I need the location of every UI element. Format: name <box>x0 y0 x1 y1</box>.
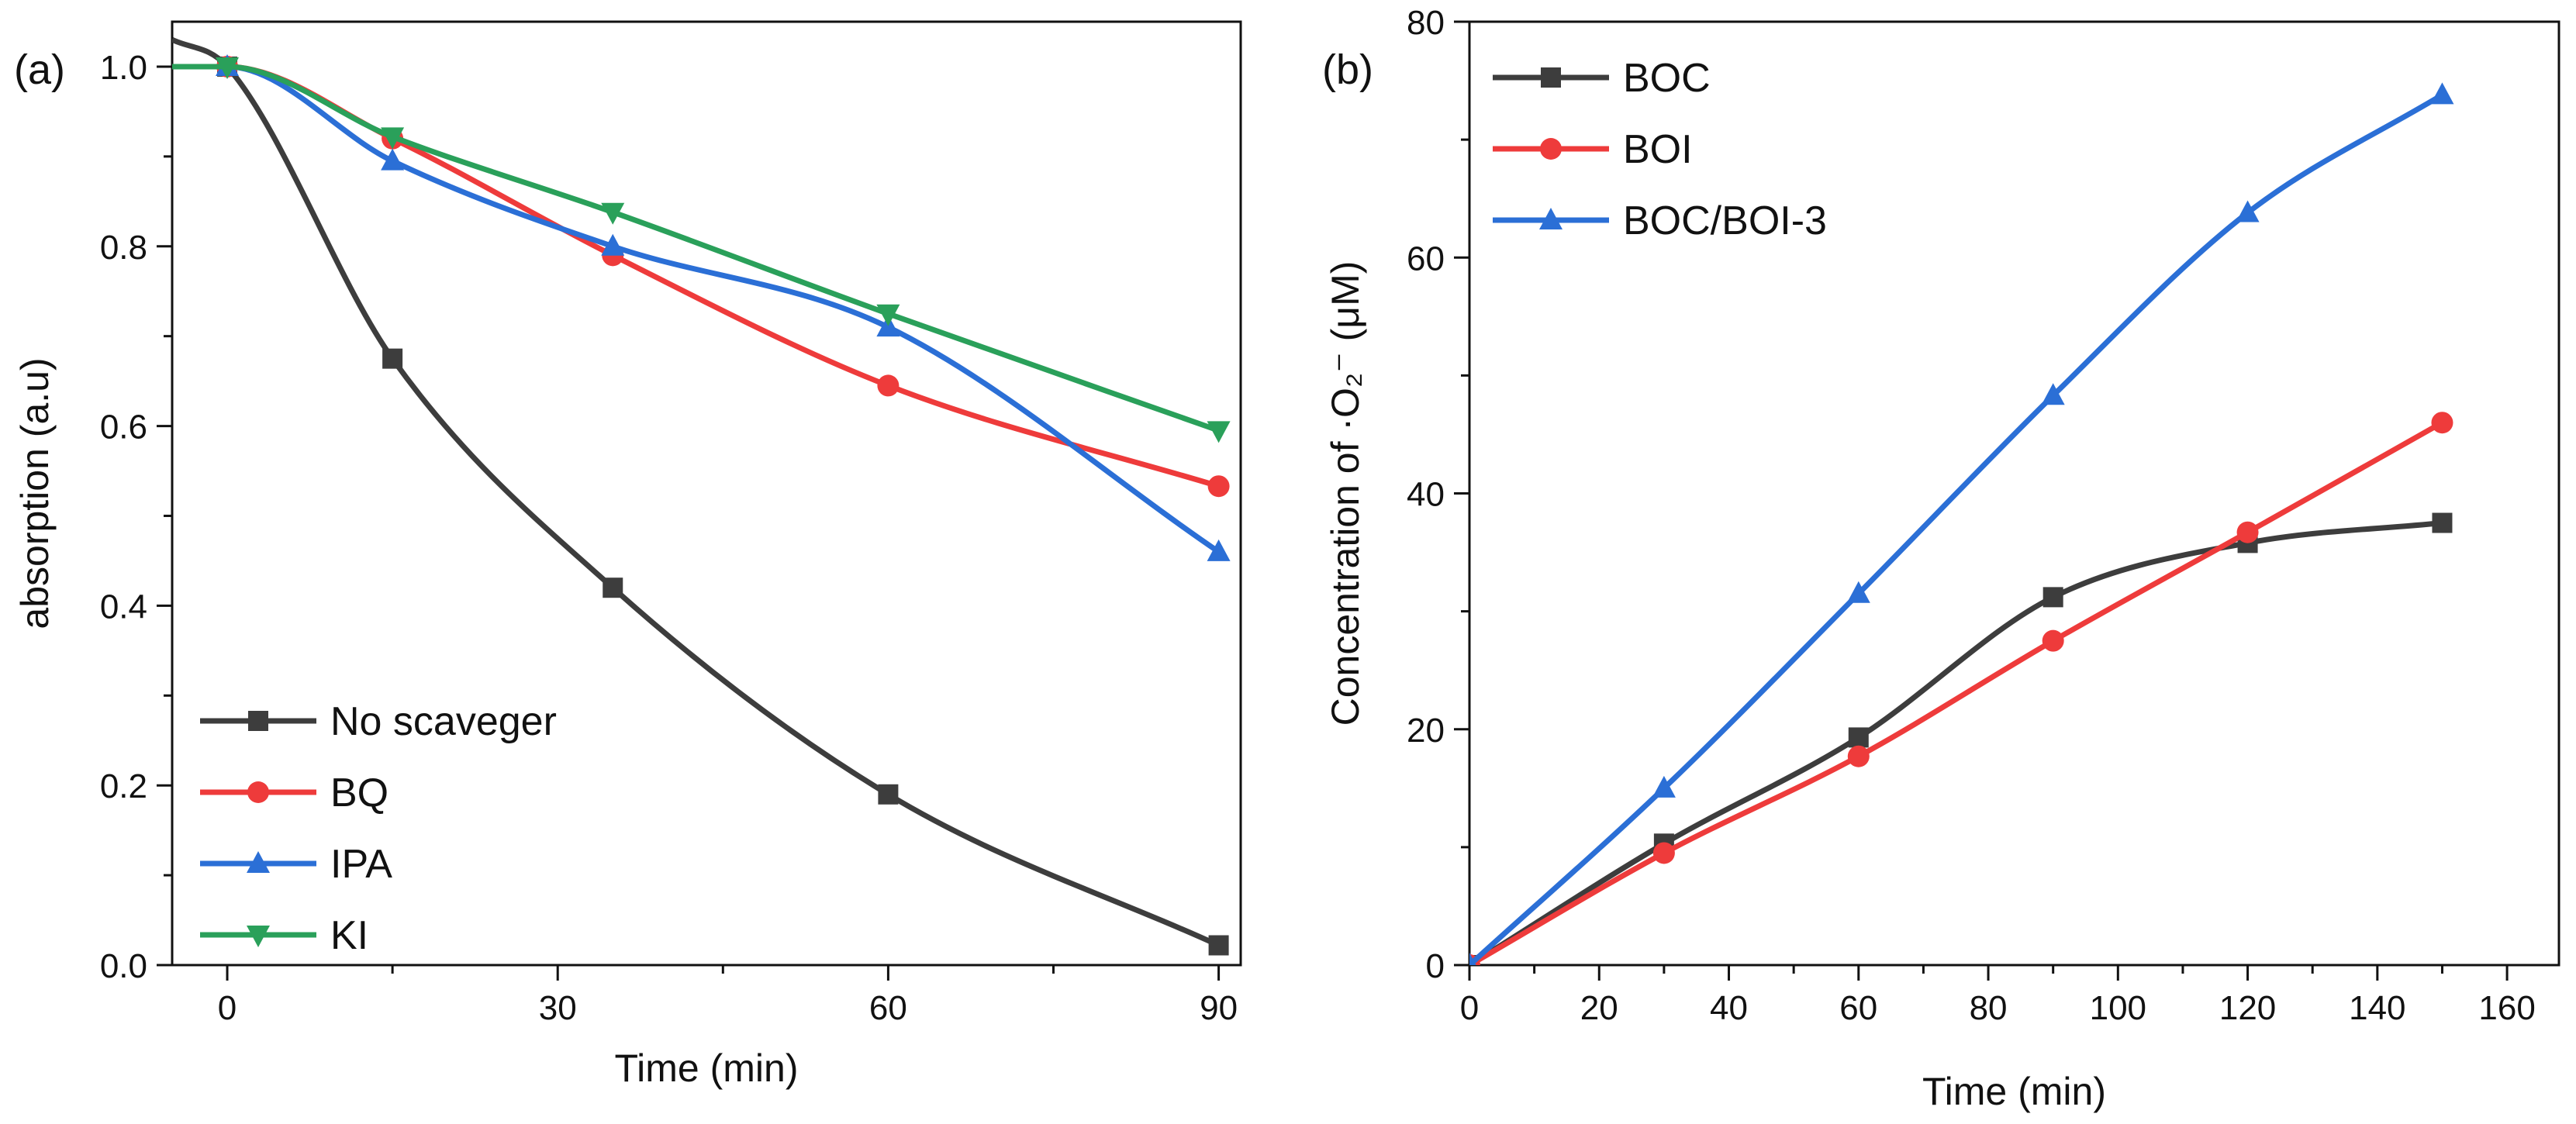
data-point <box>876 304 900 326</box>
y-tick-label: 0.2 <box>100 767 147 805</box>
x-tick-label: 140 <box>2349 989 2405 1027</box>
data-point <box>878 784 899 805</box>
legend-marker <box>1539 208 1563 229</box>
series-line <box>1469 420 2444 965</box>
data-point <box>381 127 405 150</box>
y-tick-label: 0 <box>1426 947 1445 985</box>
x-tick-label: 40 <box>1710 989 1748 1027</box>
legend-label: KI <box>330 913 368 958</box>
chart-panel-a: (a) 0 30 60 90 0.0 0.2 0.4 0.6 0.8 1.0 Time (min) ab… <box>13 20 1242 1090</box>
y-tick-label: 40 <box>1407 476 1445 514</box>
x-tick-label: 20 <box>1580 989 1618 1027</box>
y-tick-label: 0.0 <box>100 947 147 985</box>
legend-label: BQ <box>330 771 388 815</box>
legend-label: BOC <box>1623 56 1711 101</box>
series-ipa <box>172 53 1231 561</box>
x-tick-label: 80 <box>1970 989 2008 1027</box>
series-line <box>1469 92 2444 965</box>
data-point <box>601 202 625 225</box>
x-tick-label: 120 <box>2219 989 2276 1027</box>
data-point <box>2236 200 2260 222</box>
data-point <box>2432 512 2453 533</box>
series-line <box>172 64 1221 554</box>
y-tick-label: 0.6 <box>100 409 147 446</box>
x-tick-label: 60 <box>869 989 907 1027</box>
x-tick-label: 60 <box>1839 989 1877 1027</box>
legend-item: No scaveger <box>200 699 557 744</box>
data-point <box>1207 475 1230 498</box>
data-point <box>2236 521 2259 543</box>
data-point <box>2431 412 2453 434</box>
legend-marker <box>247 851 270 873</box>
plot-frame <box>171 20 1242 967</box>
data-point <box>1208 935 1229 956</box>
data-point <box>2041 383 2065 405</box>
data-point <box>1847 745 1870 767</box>
x-tick-label: 30 <box>539 989 577 1027</box>
data-point <box>603 578 623 598</box>
series-boi <box>1469 412 2453 965</box>
legend-label: BOI <box>1623 127 1693 172</box>
y-axis-title: Concentration of ·O₂⁻ (μM) <box>1324 261 1367 726</box>
panel-label: (a) <box>14 47 65 93</box>
legend-item: BQ <box>200 771 388 815</box>
data-point <box>601 233 625 256</box>
x-tick-label: 90 <box>1200 989 1238 1027</box>
legend-item: BOC/BOI-3 <box>1493 198 1827 243</box>
legend-item: BOI <box>1493 127 1693 172</box>
series-line <box>172 64 1220 489</box>
data-point <box>877 374 900 397</box>
legend-label: IPA <box>330 842 392 887</box>
x-tick-label: 100 <box>2090 989 2146 1027</box>
panel-label: (b) <box>1322 47 1373 93</box>
data-point <box>1848 727 1869 748</box>
data-point <box>2042 587 2063 608</box>
y-tick-label: 1.0 <box>100 49 147 87</box>
y-tick-label: 0.8 <box>100 229 147 267</box>
data-point <box>2430 82 2454 105</box>
series-ki <box>172 57 1231 443</box>
data-point <box>1652 775 1676 798</box>
legend-item: IPA <box>200 842 392 887</box>
chart-panel-b: (b) 0 20 40 60 80 100 120 140 160 0 20 40 60 80 Time (m… <box>1322 4 2560 1113</box>
legend-marker <box>1541 67 1561 88</box>
series-line <box>172 37 1221 948</box>
data-point <box>1652 842 1675 864</box>
series-no-scaveger <box>172 37 1229 956</box>
y-tick-label: 0.4 <box>100 588 147 626</box>
legend-label: No scaveger <box>330 699 557 744</box>
legend: BOC BOI BOC/BOI-3 <box>1493 56 1827 243</box>
x-axis-title: Time (min) <box>614 1046 798 1090</box>
data-point <box>2042 629 2064 652</box>
legend: No scaveger BQ IPA KI <box>200 699 557 958</box>
data-point <box>382 348 403 369</box>
series-line <box>1469 520 2443 965</box>
series-boc-boi-3 <box>1469 82 2454 965</box>
legend-label: BOC/BOI-3 <box>1623 198 1827 243</box>
legend-marker <box>247 781 269 803</box>
x-tick-label: 160 <box>2478 989 2535 1027</box>
legend-item: KI <box>200 913 368 958</box>
legend-marker <box>1540 138 1562 160</box>
x-axis-title: Time (min) <box>1922 1070 2106 1113</box>
data-point <box>1469 953 1476 965</box>
data-point <box>381 148 405 171</box>
series-boc <box>1469 512 2453 965</box>
y-tick-label: 60 <box>1407 240 1445 278</box>
legend-item: BOC <box>1493 56 1711 101</box>
y-tick-label: 80 <box>1407 4 1445 42</box>
y-axis-title: absorption (a.u) <box>13 357 57 629</box>
data-point <box>1207 539 1231 561</box>
legend-marker <box>247 926 270 947</box>
x-tick-label: 0 <box>1460 989 1479 1027</box>
data-point <box>216 57 240 79</box>
y-tick-label: 20 <box>1407 712 1445 750</box>
legend-marker <box>248 711 268 731</box>
data-point <box>1846 581 1870 603</box>
data-point <box>1207 421 1231 443</box>
x-tick-label: 0 <box>218 989 237 1027</box>
